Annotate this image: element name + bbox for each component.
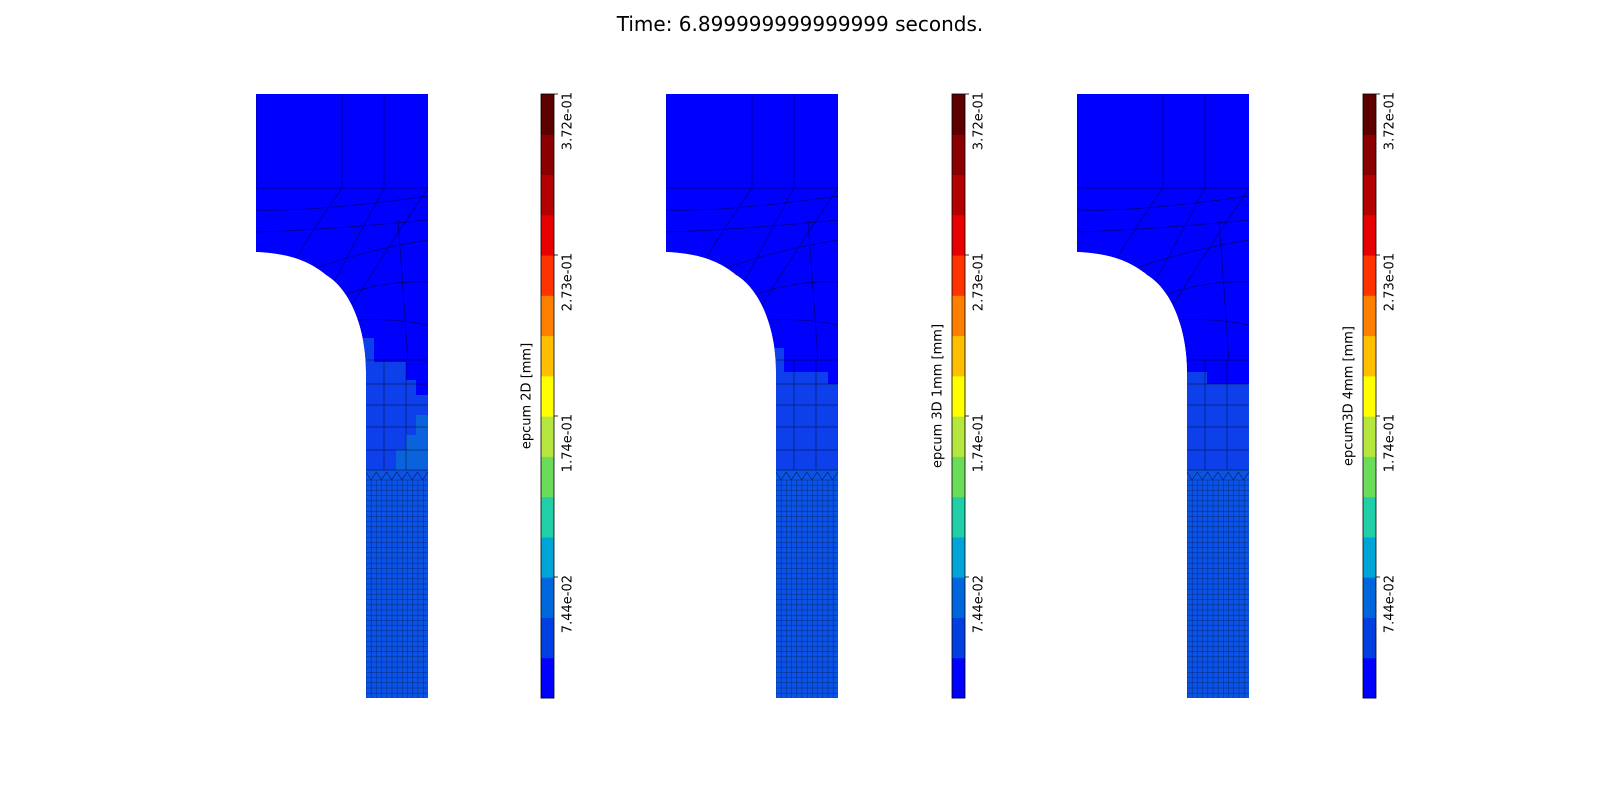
- colorbar: 3.72e-01 2.73e-01 1.74e-01 7.44e-02 epcum 2D…: [520, 92, 576, 699]
- colorbar-level: [1363, 255, 1376, 296]
- colorbar-level: [1363, 94, 1376, 135]
- colorbar-level: [952, 456, 965, 498]
- colorbar: 3.72e-01 2.73e-01 1.74e-01 7.44e-02 epcum 3D…: [931, 92, 987, 699]
- colorbar-level: [952, 134, 965, 176]
- colorbar-level: [952, 617, 965, 659]
- mesh-lines-coarse: [1077, 94, 1249, 481]
- colorbar-level: [952, 536, 965, 578]
- colorbar-level: [541, 335, 554, 377]
- colorbar-level: [1363, 214, 1376, 256]
- colorbar-level: [1363, 375, 1376, 417]
- colorbar-level: [541, 617, 554, 659]
- strain-region-high: [396, 415, 428, 470]
- mesh-body: [666, 94, 838, 698]
- colorbar-level: [541, 536, 554, 578]
- colorbar-frame: [1362, 93, 1377, 699]
- colorbar-level: [952, 577, 965, 618]
- mesh-lines-coarse: [256, 94, 428, 481]
- colorbar-level: [541, 496, 554, 538]
- colorbar-tick-label: 2.73e-01: [972, 253, 987, 311]
- colorbar-level: [1363, 134, 1376, 176]
- mesh-body: [1077, 94, 1249, 698]
- colorbar-level: [952, 295, 965, 337]
- colorbar-level: [541, 134, 554, 176]
- colorbar-level: [1363, 295, 1376, 337]
- colorbar-tick-label: 1.74e-01: [1383, 414, 1398, 472]
- colorbar-level: [1363, 416, 1376, 457]
- colorbar-level: [952, 496, 965, 538]
- colorbar-tick-label: 1.74e-01: [972, 414, 987, 472]
- colorbar-label: epcum 3D 1mm [mm]: [931, 324, 946, 468]
- colorbar-tick-label: 1.74e-01: [561, 414, 576, 472]
- mesh-lines-fine: [365, 479, 428, 698]
- colorbar-level: [1363, 496, 1376, 538]
- colorbar-tick-label: 3.72e-01: [561, 92, 576, 150]
- colorbar: 3.72e-01 2.73e-01 1.74e-01 7.44e-02 epcum3D …: [1342, 92, 1398, 699]
- colorbar-level: [541, 416, 554, 457]
- colorbar-frame: [951, 93, 966, 699]
- panel-2d: 3.72e-01 2.73e-01 1.74e-01 7.44e-02 epcum 2D…: [256, 92, 576, 699]
- colorbar-level: [541, 255, 554, 296]
- colorbar-level: [1363, 174, 1376, 216]
- colorbar-tick-label: 7.44e-02: [972, 575, 987, 633]
- strain-region-mid: [1181, 470, 1249, 698]
- colorbar-level: [541, 657, 554, 699]
- colorbar-level: [541, 214, 554, 256]
- colorbar-level: [952, 255, 965, 296]
- figure-title: Time: 6.899999999999999 seconds.: [616, 12, 984, 36]
- mesh-lines-fine: [1186, 479, 1249, 698]
- colorbar-level: [1363, 335, 1376, 377]
- mesh-body: [256, 94, 428, 698]
- panel-3d-4mm: 3.72e-01 2.73e-01 1.74e-01 7.44e-02 epcum3D …: [1077, 92, 1398, 699]
- colorbar-level: [541, 456, 554, 498]
- colorbar-level: [952, 335, 965, 377]
- colorbar-level: [952, 94, 965, 135]
- colorbar-level: [952, 174, 965, 216]
- colorbar-label: epcum 2D [mm]: [520, 343, 535, 449]
- colorbar-tick-label: 3.72e-01: [972, 92, 987, 150]
- colorbar-tick-label: 7.44e-02: [1383, 575, 1398, 633]
- colorbar-level: [1363, 536, 1376, 578]
- colorbar-level: [541, 577, 554, 618]
- panel-3d-1mm: 3.72e-01 2.73e-01 1.74e-01 7.44e-02 epcum 3D…: [666, 92, 987, 699]
- colorbar-level: [541, 295, 554, 337]
- colorbar-frame: [540, 93, 555, 699]
- colorbar-level: [1363, 657, 1376, 699]
- colorbar-tick-label: 2.73e-01: [561, 253, 576, 311]
- colorbar-label: epcum3D 4mm [mm]: [1342, 326, 1357, 466]
- colorbar-level: [952, 375, 965, 417]
- colorbar-level: [541, 174, 554, 216]
- strain-region-mid: [770, 470, 838, 698]
- colorbar-level: [952, 657, 965, 699]
- mesh-lines-coarse: [666, 94, 838, 481]
- colorbar-level: [1363, 577, 1376, 618]
- colorbar-tick-label: 2.73e-01: [1383, 253, 1398, 311]
- colorbar-level: [952, 214, 965, 256]
- colorbar-level: [541, 375, 554, 417]
- colorbar-level: [952, 416, 965, 457]
- colorbar-level: [1363, 617, 1376, 659]
- mesh-lines-fine: [775, 479, 838, 698]
- colorbar-tick-label: 7.44e-02: [561, 575, 576, 633]
- strain-region-mid: [360, 470, 428, 698]
- colorbar-tick-label: 3.72e-01: [1383, 92, 1398, 150]
- colorbar-level: [1363, 456, 1376, 498]
- colorbar-level: [541, 94, 554, 135]
